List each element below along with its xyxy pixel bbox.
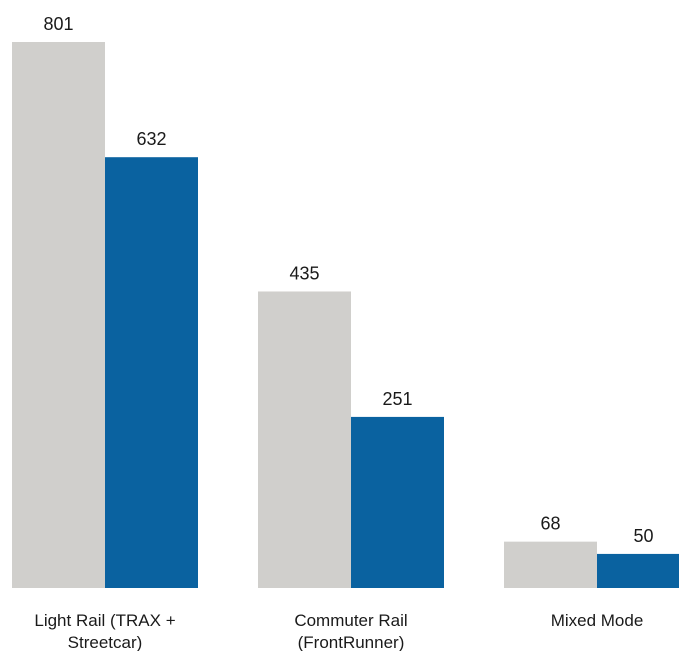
- bar-series2-cat1: [105, 157, 198, 589]
- category-label-3: Mixed Mode: [551, 611, 644, 630]
- bar-series2-cat3: [597, 553, 679, 588]
- value-label-series1-cat2: 435: [289, 263, 319, 283]
- bar-series1-cat1: [12, 42, 105, 588]
- category-label-1-line-1: Light Rail (TRAX +: [34, 611, 175, 630]
- value-labels-group: 801 632 435 251 68 50: [43, 14, 653, 546]
- bars-group: [12, 42, 679, 589]
- category-label-2-line-2: (FrontRunner): [298, 633, 405, 651]
- value-label-series1-cat3: 68: [540, 514, 560, 534]
- category-label-3-line-1: Mixed Mode: [551, 611, 644, 630]
- value-label-series2-cat2: 251: [382, 389, 412, 409]
- bar-series1-cat2: [258, 291, 351, 588]
- bar-series2-cat2: [351, 416, 444, 588]
- value-label-series1-cat1: 801: [43, 14, 73, 34]
- category-label-2: Commuter Rail (FrontRunner): [294, 611, 407, 651]
- category-label-2-line-1: Commuter Rail: [294, 611, 407, 630]
- category-label-1: Light Rail (TRAX + Streetcar): [34, 611, 175, 651]
- bar-series1-cat3: [504, 541, 597, 588]
- value-label-series2-cat3: 50: [633, 526, 653, 546]
- category-label-1-line-2: Streetcar): [68, 633, 143, 651]
- value-label-series2-cat1: 632: [136, 129, 166, 149]
- category-labels-group: Light Rail (TRAX + Streetcar) Commuter Rai…: [34, 611, 643, 651]
